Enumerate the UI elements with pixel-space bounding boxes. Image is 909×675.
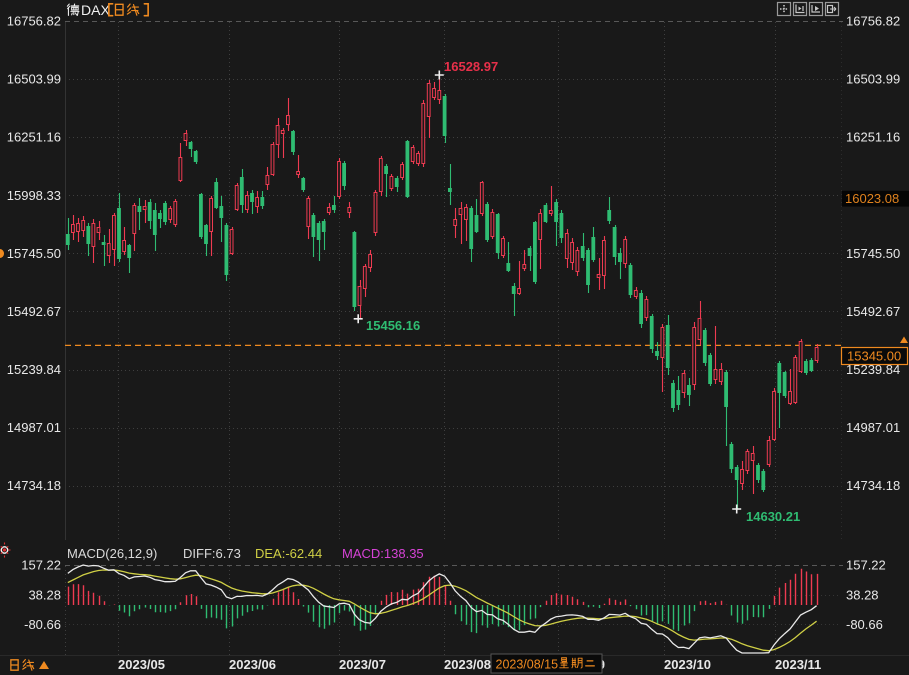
- svg-text:2023/11: 2023/11: [775, 657, 821, 672]
- svg-text:15345.00: 15345.00: [847, 349, 901, 364]
- svg-text:DIFF:6.73: DIFF:6.73: [183, 546, 241, 561]
- svg-text:16503.99: 16503.99: [846, 72, 900, 87]
- svg-text:16251.16: 16251.16: [7, 130, 61, 145]
- svg-text:157.22: 157.22: [846, 558, 886, 573]
- svg-text:15998.33: 15998.33: [7, 188, 61, 203]
- svg-text:14734.18: 14734.18: [846, 478, 900, 493]
- svg-text:14987.01: 14987.01: [7, 420, 61, 435]
- svg-text:15492.67: 15492.67: [7, 304, 61, 319]
- svg-text:14630.21: 14630.21: [746, 509, 800, 524]
- svg-text:16503.99: 16503.99: [7, 72, 61, 87]
- svg-text:2023/05: 2023/05: [118, 657, 165, 672]
- svg-text:MACD(26,12,9): MACD(26,12,9): [67, 546, 157, 561]
- svg-text:16528.97: 16528.97: [444, 59, 498, 74]
- svg-text:16756.82: 16756.82: [7, 14, 61, 29]
- svg-text:14734.18: 14734.18: [7, 478, 61, 493]
- svg-text:2023/08: 2023/08: [444, 657, 491, 672]
- svg-text:16756.82: 16756.82: [846, 14, 900, 29]
- svg-text:DEA:-62.44: DEA:-62.44: [255, 546, 322, 561]
- svg-text:2023/08/15: 2023/08/15: [496, 658, 559, 672]
- svg-text:15239.84: 15239.84: [846, 362, 900, 377]
- svg-text:DAX: DAX: [81, 2, 110, 18]
- svg-text:2023/06: 2023/06: [229, 657, 276, 672]
- svg-text:2023/07: 2023/07: [339, 657, 386, 672]
- svg-text:15456.16: 15456.16: [366, 318, 420, 333]
- svg-text:15745.50: 15745.50: [7, 246, 61, 261]
- svg-text:-80.66: -80.66: [846, 617, 883, 632]
- svg-text:15492.67: 15492.67: [846, 304, 900, 319]
- svg-text:38.28: 38.28: [846, 588, 879, 603]
- svg-text:157.22: 157.22: [21, 558, 61, 573]
- svg-text:-80.66: -80.66: [24, 617, 61, 632]
- svg-text:16023.08: 16023.08: [845, 191, 899, 206]
- svg-text:14987.01: 14987.01: [846, 420, 900, 435]
- svg-text:2023/10: 2023/10: [664, 657, 711, 672]
- svg-text:15745.50: 15745.50: [846, 246, 900, 261]
- svg-text:38.28: 38.28: [28, 588, 61, 603]
- svg-text:15239.84: 15239.84: [7, 362, 61, 377]
- svg-text:16251.16: 16251.16: [846, 130, 900, 145]
- svg-text:MACD:138.35: MACD:138.35: [342, 546, 424, 561]
